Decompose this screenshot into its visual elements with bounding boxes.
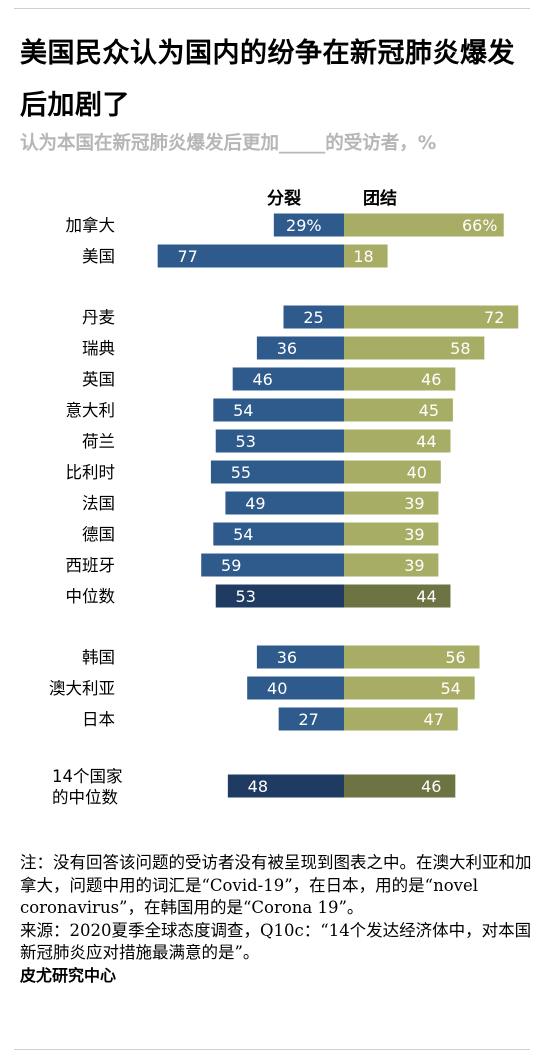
bar-united-label: 56 <box>445 648 465 667</box>
bar-united <box>344 398 453 422</box>
bar-divided <box>201 553 344 577</box>
bar-united <box>344 336 485 360</box>
bar-divided-label: 29% <box>286 216 322 235</box>
bar-divided-label: 49 <box>245 494 265 513</box>
bar-divided <box>283 305 344 329</box>
row-label: 比利时 <box>66 463 116 482</box>
row-label: 西班牙 <box>66 556 116 575</box>
bar-united-label: 72 <box>484 308 504 327</box>
bar-divided <box>213 522 344 546</box>
bar-divided-label: 59 <box>221 556 241 575</box>
bar-united <box>344 491 439 515</box>
bar-divided <box>227 774 344 798</box>
top-rule <box>14 8 530 9</box>
bar-united-label: 46 <box>421 370 441 389</box>
bar-divided-label: 53 <box>236 587 256 606</box>
bar-united <box>344 522 439 546</box>
bar-divided-label: 40 <box>267 679 287 698</box>
bar-united <box>344 774 456 798</box>
bar-divided <box>215 584 344 608</box>
row-label: 法国 <box>82 494 115 513</box>
bar-divided <box>213 398 344 422</box>
bar-united <box>344 367 456 391</box>
row-label: 韩国 <box>82 648 115 667</box>
bar-divided <box>157 244 344 268</box>
row-label: 加拿大 <box>66 215 116 235</box>
bar-united-label: 39 <box>404 556 424 575</box>
bar-divided <box>247 676 344 700</box>
row-label: 荷兰 <box>82 432 115 451</box>
row-label: 丹麦 <box>82 308 115 327</box>
bar-divided-label: 77 <box>177 247 197 266</box>
bar-united <box>344 429 451 453</box>
bar-united-label: 39 <box>404 494 424 513</box>
row-label-line: 的中位数 <box>52 788 119 807</box>
row-label-line: 14个国家 <box>52 767 123 786</box>
bar-divided <box>210 460 344 484</box>
chart-title: 美国民众认为国内的纷争在新冠肺炎爆发后加剧了 <box>20 38 515 121</box>
bar-united-label: 45 <box>419 401 439 420</box>
bar-united <box>344 707 458 731</box>
row-label: 德国 <box>82 525 115 544</box>
bar-united-label: 39 <box>404 525 424 544</box>
bar-divided-label: 36 <box>277 648 297 667</box>
bar-divided-label: 55 <box>231 463 251 482</box>
bar-divided <box>232 367 344 391</box>
bar-divided <box>225 491 344 515</box>
note-text: 注：没有回答该问题的受访者没有被呈现到图表之中。在澳大利亚和加拿大，问题中用的词… <box>20 853 532 917</box>
bar-united-label: 58 <box>450 339 470 358</box>
bar-divided <box>256 336 344 360</box>
bar-divided-label: 54 <box>233 525 253 544</box>
bar-united-label: 47 <box>424 710 444 729</box>
bar-united <box>344 676 475 700</box>
series-label-divided: 分裂 <box>267 188 301 209</box>
bar-divided <box>256 645 344 669</box>
bar-united <box>344 213 504 237</box>
chart-subtitle: 认为本国在新冠肺炎爆发后更加_____的受访者，% <box>20 133 437 154</box>
bar-united-label: 40 <box>407 463 427 482</box>
bar-divided <box>273 213 344 237</box>
row-label: 意大利 <box>66 401 116 420</box>
bar-united-label: 46 <box>421 777 441 796</box>
bar-divided <box>215 429 344 453</box>
bar-divided-label: 46 <box>253 370 273 389</box>
bar-united <box>344 305 519 329</box>
series-label-united: 团结 <box>363 188 397 209</box>
row-label: 日本 <box>82 710 115 729</box>
bar-divided <box>278 707 344 731</box>
source-org: 皮尤研究中心 <box>20 965 117 985</box>
bar-united-label: 44 <box>416 587 436 606</box>
row-label: 瑞典 <box>82 339 115 358</box>
bar-united <box>344 645 480 669</box>
bar-united <box>344 553 439 577</box>
notes-block: 注：没有回答该问题的受访者没有被呈现到图表之中。在澳大利亚和加拿大，问题中用的词… <box>20 852 535 987</box>
bar-divided-label: 25 <box>303 308 323 327</box>
bar-divided-label: 36 <box>277 339 297 358</box>
bar-divided-label: 54 <box>233 401 253 420</box>
bar-united <box>344 584 451 608</box>
bar-united <box>344 460 441 484</box>
bar-divided-label: 48 <box>248 777 268 796</box>
row-label: 14个国家的中位数 <box>52 767 123 807</box>
source-text: 来源：2020夏季全球态度调查，Q10c：“14个发达经济体中，对本国新冠肺炎应… <box>20 920 532 963</box>
bar-united <box>344 244 388 268</box>
row-label: 美国 <box>82 247 115 266</box>
bar-divided-label: 53 <box>236 432 256 451</box>
row-label: 英国 <box>82 370 115 389</box>
bar-united-label: 54 <box>441 679 461 698</box>
row-label: 澳大利亚 <box>49 679 115 698</box>
bar-united-label: 18 <box>353 247 373 266</box>
bottom-rule <box>14 1049 530 1050</box>
bar-united-label: 44 <box>416 432 436 451</box>
bar-divided-label: 27 <box>298 710 318 729</box>
row-label: 中位数 <box>66 587 116 606</box>
bar-united-label: 66% <box>462 216 498 235</box>
